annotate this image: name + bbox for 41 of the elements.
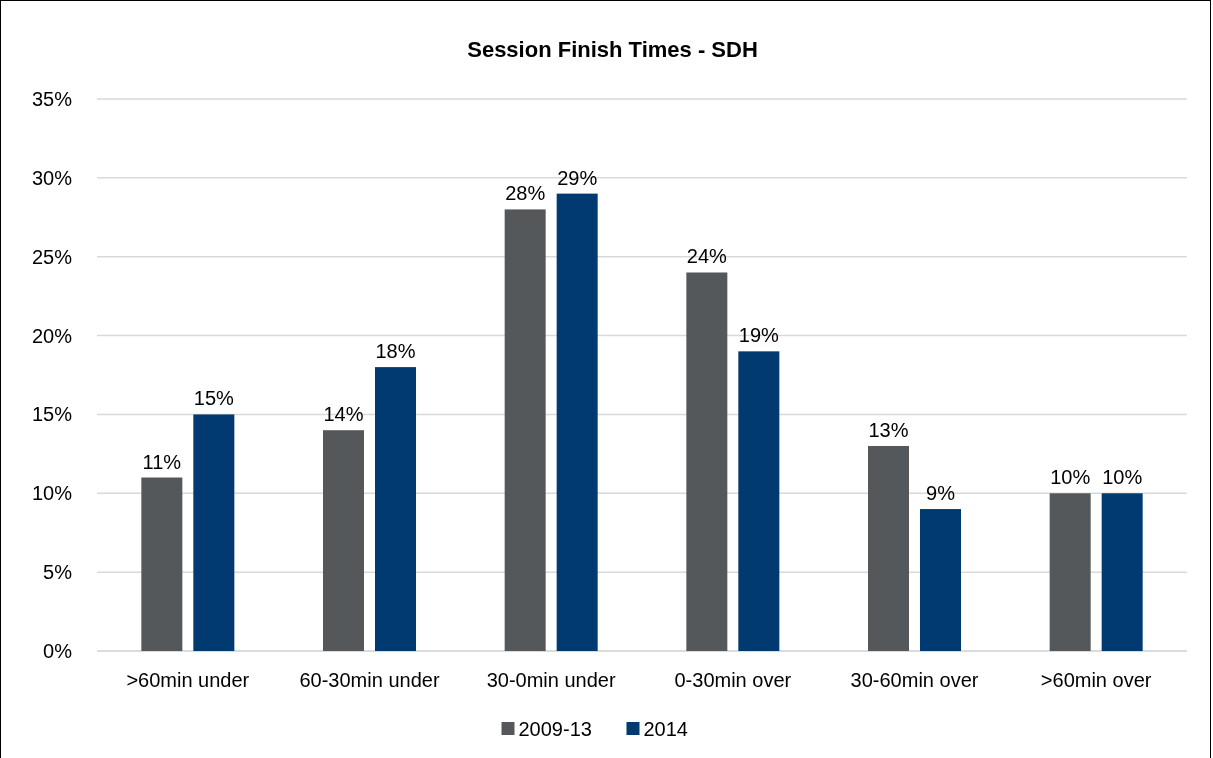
bar [920,509,961,651]
y-tick-label: 30% [31,166,73,189]
data-label: 24% [686,245,728,268]
data-label: 10% [1102,466,1143,489]
chart-title: Session Finish Times - SDH [467,37,758,62]
y-tick-label: 5% [43,561,73,584]
data-label: 29% [557,166,598,189]
data-label: 18% [375,340,416,363]
legend-label: 2014 [643,718,688,740]
bar [556,193,598,651]
data-label: 28% [505,182,546,205]
x-tick-label: 30-60min over [850,669,979,691]
x-tick-label: 60-30min under [299,669,440,691]
data-label: 9% [926,482,956,505]
legend-label: 2009-13 [518,718,592,740]
data-label: 13% [868,418,909,441]
bar [504,209,546,651]
bar [323,430,364,651]
y-tick-label: 35% [31,88,73,110]
bar [868,445,909,651]
bar [1101,493,1143,651]
x-tick-label: >60min under [126,669,250,691]
data-label: 14% [323,403,364,426]
bar [375,367,416,651]
y-tick-label: 10% [31,482,73,505]
y-tick-label: 20% [31,324,73,347]
data-label: 10% [1050,466,1091,489]
bar [193,414,235,651]
bar [686,272,728,651]
y-tick-label: 15% [31,403,73,426]
bar [738,351,780,651]
y-tick-label: 25% [31,245,73,268]
x-tick-label: >60min over [1040,669,1152,691]
data-label: 15% [193,387,235,410]
x-tick-label: 30-0min under [486,669,616,691]
data-label: 19% [738,324,780,347]
x-tick-label: 0-30min over [674,669,792,691]
y-tick-label: 0% [43,640,73,662]
bar [141,477,183,651]
bar [1049,493,1091,651]
data-label: 11% [142,450,182,473]
